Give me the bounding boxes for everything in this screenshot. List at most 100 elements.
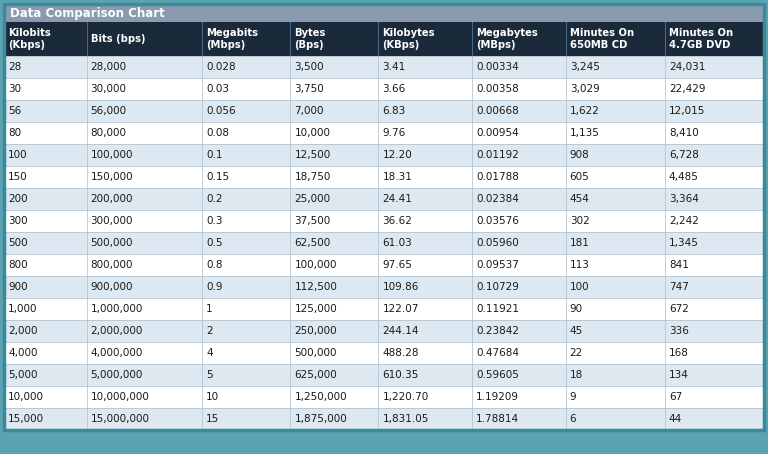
Text: 18,750: 18,750 [294, 172, 331, 182]
Text: 181: 181 [570, 238, 590, 248]
Text: 12,015: 12,015 [669, 106, 705, 116]
Text: 30: 30 [8, 84, 22, 94]
Text: 244.14: 244.14 [382, 326, 419, 336]
Text: 2,000: 2,000 [8, 326, 38, 336]
Text: 100: 100 [8, 150, 28, 160]
Text: 90: 90 [570, 304, 583, 314]
Text: 97.65: 97.65 [382, 260, 412, 270]
Text: 200,000: 200,000 [91, 194, 133, 204]
Text: 10: 10 [207, 392, 220, 402]
Text: 0.2: 0.2 [207, 194, 223, 204]
Text: 24,031: 24,031 [669, 62, 705, 72]
Bar [4, 188, 764, 210]
Bar [4, 276, 764, 298]
Text: 610.35: 610.35 [382, 370, 419, 380]
Text: 800: 800 [8, 260, 28, 270]
Text: 250,000: 250,000 [294, 326, 337, 336]
Text: 0.00358: 0.00358 [476, 84, 519, 94]
Text: 0.056: 0.056 [207, 106, 236, 116]
Text: 10,000: 10,000 [8, 392, 44, 402]
Text: 488.28: 488.28 [382, 348, 419, 358]
Text: 44: 44 [669, 414, 682, 424]
Text: 7,000: 7,000 [294, 106, 324, 116]
Text: 18.31: 18.31 [382, 172, 412, 182]
Text: 0.03: 0.03 [207, 84, 230, 94]
Text: 3.41: 3.41 [382, 62, 406, 72]
Text: Kilobits
(Kbps): Kilobits (Kbps) [8, 28, 51, 50]
Text: 6.83: 6.83 [382, 106, 406, 116]
Text: 3,029: 3,029 [570, 84, 600, 94]
Text: 2,242: 2,242 [669, 216, 699, 226]
Text: 113: 113 [570, 260, 590, 270]
Text: 841: 841 [669, 260, 689, 270]
Text: 1,250,000: 1,250,000 [294, 392, 347, 402]
Text: 1,220.70: 1,220.70 [382, 392, 429, 402]
Text: 3.66: 3.66 [382, 84, 406, 94]
Text: 0.00668: 0.00668 [476, 106, 519, 116]
Text: 300,000: 300,000 [91, 216, 133, 226]
Text: 25,000: 25,000 [294, 194, 330, 204]
Text: 500,000: 500,000 [91, 238, 133, 248]
Text: 0.23842: 0.23842 [476, 326, 519, 336]
Text: 0.1: 0.1 [207, 150, 223, 160]
Bar [4, 364, 764, 386]
Text: 22: 22 [570, 348, 583, 358]
Text: 15,000,000: 15,000,000 [91, 414, 150, 424]
Text: 109.86: 109.86 [382, 282, 419, 292]
Text: 1,000: 1,000 [8, 304, 38, 314]
Text: 125,000: 125,000 [294, 304, 337, 314]
Text: 112,500: 112,500 [294, 282, 337, 292]
Text: 6,728: 6,728 [669, 150, 699, 160]
Text: 56: 56 [8, 106, 22, 116]
Text: 302: 302 [570, 216, 590, 226]
Text: 0.59605: 0.59605 [476, 370, 519, 380]
Bar [4, 122, 764, 144]
Bar [4, 166, 764, 188]
Text: 0.01788: 0.01788 [476, 172, 519, 182]
Bar [4, 342, 764, 364]
Text: 0.11921: 0.11921 [476, 304, 519, 314]
Text: 8,410: 8,410 [669, 128, 699, 138]
Text: 1,622: 1,622 [570, 106, 600, 116]
Text: 0.15: 0.15 [207, 172, 230, 182]
Text: 0.5: 0.5 [207, 238, 223, 248]
Text: 0.9: 0.9 [207, 282, 223, 292]
Text: 1,345: 1,345 [669, 238, 699, 248]
Text: 4,000,000: 4,000,000 [91, 348, 143, 358]
Bar [4, 22, 764, 56]
Text: 9.76: 9.76 [382, 128, 406, 138]
Text: 36.62: 36.62 [382, 216, 412, 226]
Text: 67: 67 [669, 392, 682, 402]
Text: Bits (bps): Bits (bps) [91, 34, 145, 44]
Text: 22,429: 22,429 [669, 84, 705, 94]
Bar [4, 254, 764, 276]
Text: 0.02384: 0.02384 [476, 194, 519, 204]
Text: 150: 150 [8, 172, 28, 182]
Text: 1,135: 1,135 [570, 128, 600, 138]
Text: 100,000: 100,000 [91, 150, 133, 160]
Text: 9: 9 [570, 392, 576, 402]
Text: 15,000: 15,000 [8, 414, 44, 424]
Text: 56,000: 56,000 [91, 106, 127, 116]
Text: 4,000: 4,000 [8, 348, 38, 358]
Text: Minutes On
650MB CD: Minutes On 650MB CD [570, 28, 634, 50]
Text: 605: 605 [570, 172, 590, 182]
Text: 6: 6 [570, 414, 576, 424]
Text: 100,000: 100,000 [294, 260, 337, 270]
Text: 0.03576: 0.03576 [476, 216, 519, 226]
Text: 1,831.05: 1,831.05 [382, 414, 429, 424]
Text: Data Comparison Chart: Data Comparison Chart [10, 6, 165, 20]
Text: Kilobytes
(KBps): Kilobytes (KBps) [382, 28, 435, 50]
Text: 0.10729: 0.10729 [476, 282, 519, 292]
Text: Minutes On
4.7GB DVD: Minutes On 4.7GB DVD [669, 28, 733, 50]
Text: 62,500: 62,500 [294, 238, 331, 248]
Text: 10,000: 10,000 [294, 128, 330, 138]
Text: 1.78814: 1.78814 [476, 414, 519, 424]
Text: 0.8: 0.8 [207, 260, 223, 270]
Text: 3,364: 3,364 [669, 194, 699, 204]
Bar [4, 4, 764, 22]
Text: 0.09537: 0.09537 [476, 260, 519, 270]
Text: 3,245: 3,245 [570, 62, 600, 72]
Text: 200: 200 [8, 194, 28, 204]
Text: 5,000: 5,000 [8, 370, 38, 380]
